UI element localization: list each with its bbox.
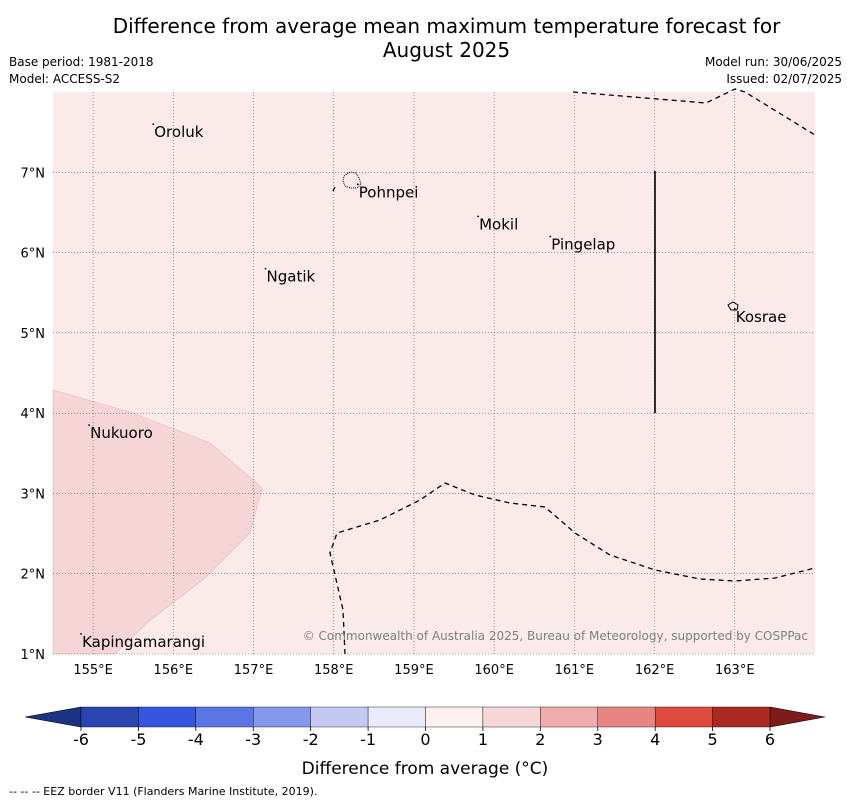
place-marker: [152, 123, 155, 126]
kosrae-island: [727, 301, 739, 311]
map-canvas: Oroluk Pohnpei Mokil Pingelap Ngatik Kosrae Nu…: [21, 88, 826, 779]
place-marker: [733, 307, 736, 310]
colorbar-tick-label: 0: [420, 730, 430, 749]
meta-left: Base period: 1981-2018 Model: ACCESS-S2: [9, 54, 154, 88]
title-line-2: August 2025: [382, 38, 511, 62]
lon-tick-label: 161°E: [555, 663, 595, 678]
colorbar-bin: [310, 706, 369, 728]
colorbar-bin: [540, 706, 598, 728]
place-marker: [477, 215, 480, 218]
place-marker: [264, 267, 267, 270]
place-label: Nukuoro: [90, 424, 153, 442]
lat-tick-label: 2°N: [21, 568, 46, 583]
colorbar-over-extension: [769, 706, 826, 728]
eez-border-fragment: [332, 186, 336, 192]
place-label: Kapingamarangi: [82, 633, 205, 651]
place-marker: [80, 633, 82, 635]
chart-title: Difference from average mean maximum tem…: [0, 14, 850, 62]
place-label: Ngatik: [267, 268, 316, 286]
eez-legend-note: -- -- -- EEZ border V11 (Flanders Marine…: [9, 785, 318, 798]
colorbar-bin: [138, 706, 197, 728]
pohnpei-island: [342, 171, 362, 189]
colorbar-under-extension: [24, 706, 82, 728]
colorbar-tick-label: 5: [707, 730, 717, 749]
colorbar-bin: [482, 706, 541, 728]
lat-tick-label: 4°N: [21, 407, 46, 422]
lat-tick-label: 3°N: [21, 487, 46, 502]
lat-tick-label: 6°N: [21, 247, 46, 262]
place-label: Kosrae: [736, 308, 787, 326]
colorbar-bin: [712, 706, 771, 728]
lat-tick-label: 1°N: [21, 648, 46, 663]
colorbar-tick-label: 6: [765, 730, 775, 749]
place-marker: [88, 424, 90, 427]
lon-tick-label: 155°E: [73, 663, 113, 678]
colorbar-bin: [654, 706, 713, 728]
eez-border-north: [572, 88, 816, 136]
lat-tick-label: 5°N: [21, 327, 46, 342]
colorbar-tick-label: -2: [303, 730, 319, 749]
colorbar-bin: [195, 706, 254, 728]
colorbar-bin: [367, 706, 426, 728]
lon-tick-label: 163°E: [715, 663, 755, 678]
axis-ticks: 155°E 156°E 157°E 158°E 159°E 160°E 161°E 162°E…: [21, 166, 755, 678]
lon-tick-label: 159°E: [394, 663, 434, 678]
colorbar-bin: [597, 706, 656, 728]
lon-tick-label: 162°E: [635, 663, 675, 678]
title-line-1: Difference from average mean maximum tem…: [112, 14, 781, 38]
place-label: Pohnpei: [359, 183, 419, 201]
copyright-text: © Commonwealth of Australia 2025, Bureau…: [303, 629, 808, 643]
meta-right: Model run: 30/06/2025 Issued: 02/07/2025: [705, 54, 842, 88]
lon-tick-label: 156°E: [154, 663, 194, 678]
colorbar-tick-label: -5: [130, 730, 146, 749]
place-label: Pingelap: [551, 236, 615, 254]
issued-date: Issued: 02/07/2025: [726, 72, 842, 86]
colorbar-tick-label: -4: [188, 730, 204, 749]
colorbar-tick-label: -6: [73, 730, 89, 749]
base-period: Base period: 1981-2018: [9, 55, 154, 69]
colorbar: -6 -5 -4 -3 -2 -1 0 1 2 3 4 5 6: [24, 706, 826, 749]
place-marker: [356, 183, 359, 186]
place-label: Oroluk: [154, 123, 203, 141]
colorbar-tick-label: 3: [593, 730, 603, 749]
lon-tick-label: 160°E: [474, 663, 514, 678]
colorbar-tick-label: 4: [650, 730, 660, 749]
colorbar-tick-label: 2: [535, 730, 545, 749]
colorbar-tick-label: 1: [478, 730, 488, 749]
eez-border-south: [329, 482, 816, 655]
lon-tick-label: 158°E: [314, 663, 354, 678]
colorbar-tick-label: -1: [360, 730, 376, 749]
colorbar-bin: [425, 706, 484, 728]
colorbar-bin: [253, 706, 311, 728]
colorbar-bin: [80, 706, 139, 728]
lon-tick-label: 157°E: [234, 663, 274, 678]
colorbar-tick-label: -3: [245, 730, 261, 749]
place-marker: [549, 235, 552, 238]
lat-tick-label: 7°N: [21, 166, 46, 181]
place-label: Mokil: [479, 215, 518, 233]
map-area: Oroluk Pohnpei Mokil Pingelap Ngatik Kosrae Nu…: [21, 88, 816, 678]
place-labels: Oroluk Pohnpei Mokil Pingelap Ngatik Kosrae Nu…: [80, 123, 786, 651]
model-name: Model: ACCESS-S2: [9, 72, 121, 86]
colorbar-label: Difference from average (°C): [302, 759, 549, 779]
model-run: Model run: 30/06/2025: [704, 55, 842, 69]
